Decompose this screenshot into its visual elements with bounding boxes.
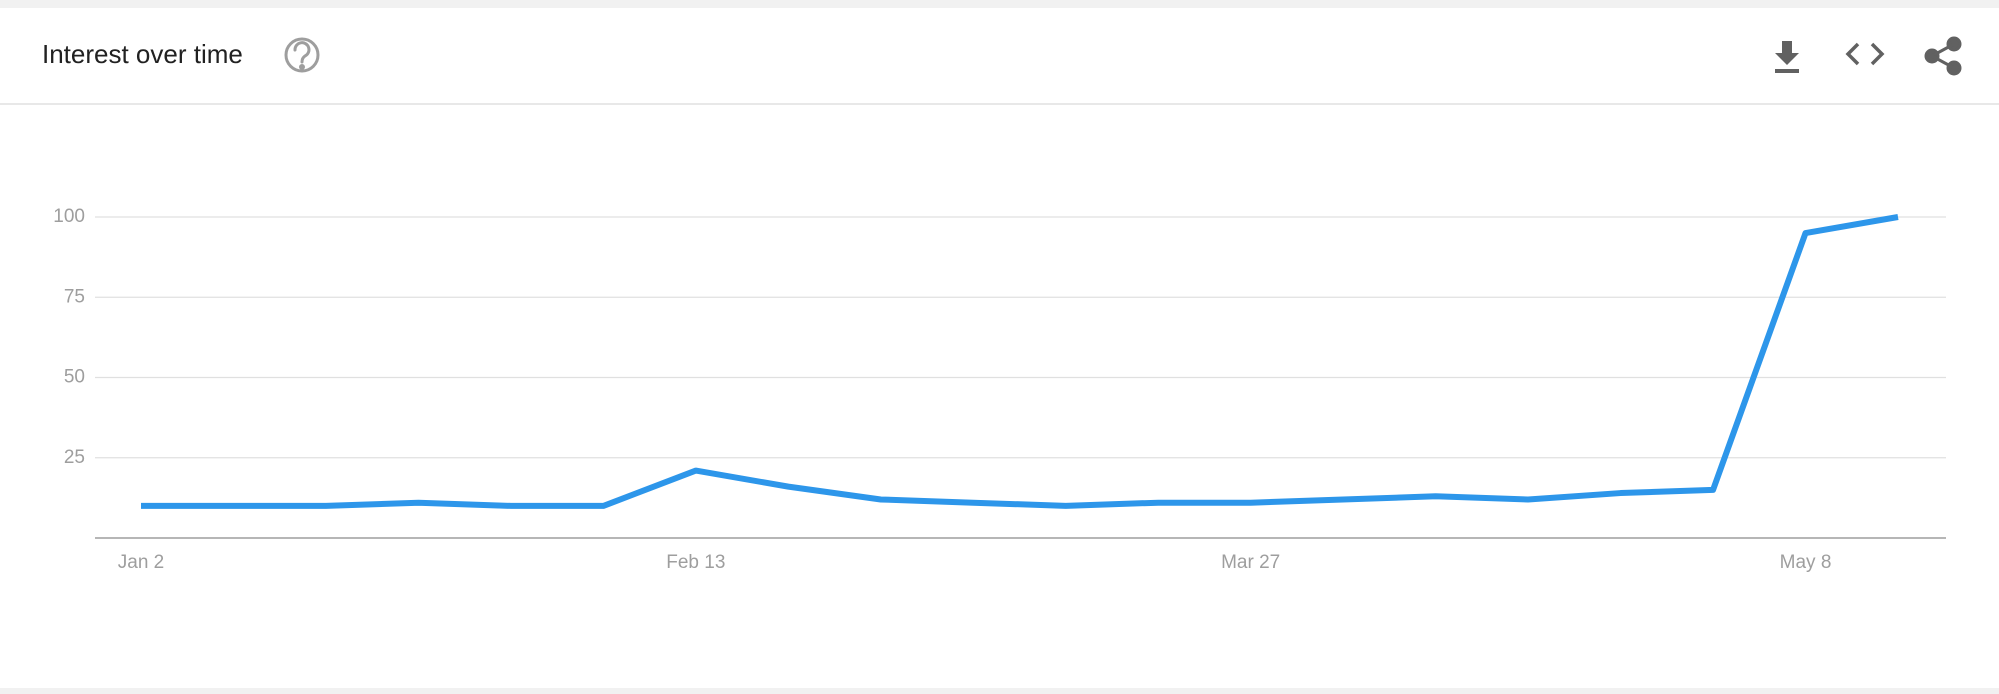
line-series [141, 214, 1899, 509]
embed-icon[interactable] [1845, 42, 1885, 66]
x-tick-label: Jan 2 [118, 552, 164, 573]
chart-title: Interest over time [42, 39, 243, 69]
y-tick-label: 100 [53, 206, 85, 227]
x-tick-label: May 8 [1780, 552, 1832, 573]
x-tick-label: Feb 13 [666, 552, 725, 573]
share-icon[interactable] [1924, 36, 1962, 76]
y-tick-label: 50 [64, 367, 85, 388]
x-tick-label: Mar 27 [1221, 552, 1280, 573]
card: Interest over time 25 50 75 100 Jan 2 Feb 13 M… [0, 8, 1999, 688]
help-icon[interactable] [284, 37, 320, 73]
y-tick-label: 25 [64, 447, 85, 468]
download-icon[interactable] [1775, 41, 1799, 73]
y-tick-label: 75 [64, 286, 85, 307]
chart: Interest over time 25 50 75 100 Jan 2 Feb 13 M… [0, 36, 1999, 573]
